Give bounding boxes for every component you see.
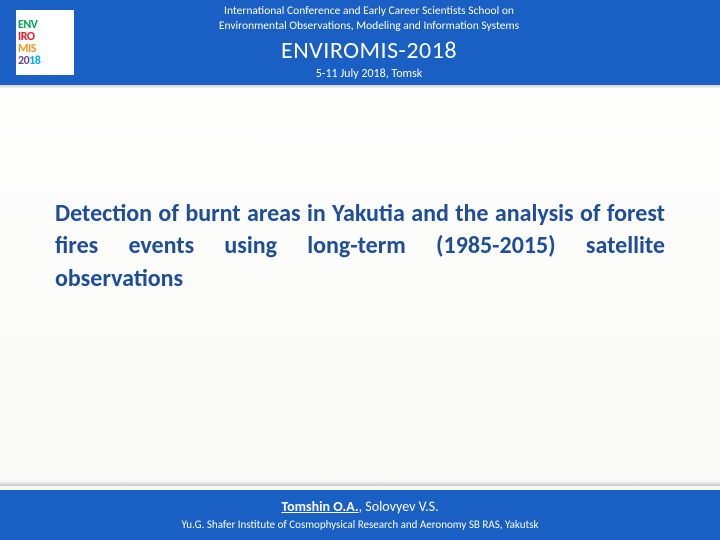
- conference-subtitle-line2: Environmental Observations, Modeling and…: [94, 19, 644, 34]
- logo-text-line: IRO: [18, 31, 34, 43]
- logo-text-line: 18: [29, 55, 40, 67]
- presenting-author: Tomshin O.A.: [281, 498, 358, 515]
- coauthors: , Solovyev V.S.: [359, 498, 439, 515]
- logo-text-line: 20: [18, 55, 29, 67]
- authors-line: Tomshin O.A., Solovyev V.S.: [16, 498, 704, 515]
- logo-text-line: ENV: [18, 19, 37, 31]
- presentation-title: Detection of burnt areas in Yakutia and …: [55, 198, 665, 295]
- header-text-block: International Conference and Early Caree…: [94, 4, 704, 81]
- logo-text-line: MIS: [18, 43, 36, 55]
- slide-header: ENV IRO MIS 2018 International Conferenc…: [0, 0, 720, 85]
- conference-subtitle-line1: International Conference and Early Caree…: [94, 4, 644, 19]
- slide-body: Detection of burnt areas in Yakutia and …: [0, 88, 720, 295]
- slide-footer: Tomshin O.A., Solovyev V.S. Yu.G. Shafer…: [0, 490, 720, 540]
- affiliation: Yu.G. Shafer Institute of Cosmophysical …: [16, 518, 704, 531]
- conference-title: ENVIROMIS-2018: [94, 36, 644, 65]
- footer-divider: [0, 482, 720, 486]
- conference-logo: ENV IRO MIS 2018: [16, 10, 74, 75]
- conference-dates: 5-11 July 2018, Tomsk: [94, 67, 644, 81]
